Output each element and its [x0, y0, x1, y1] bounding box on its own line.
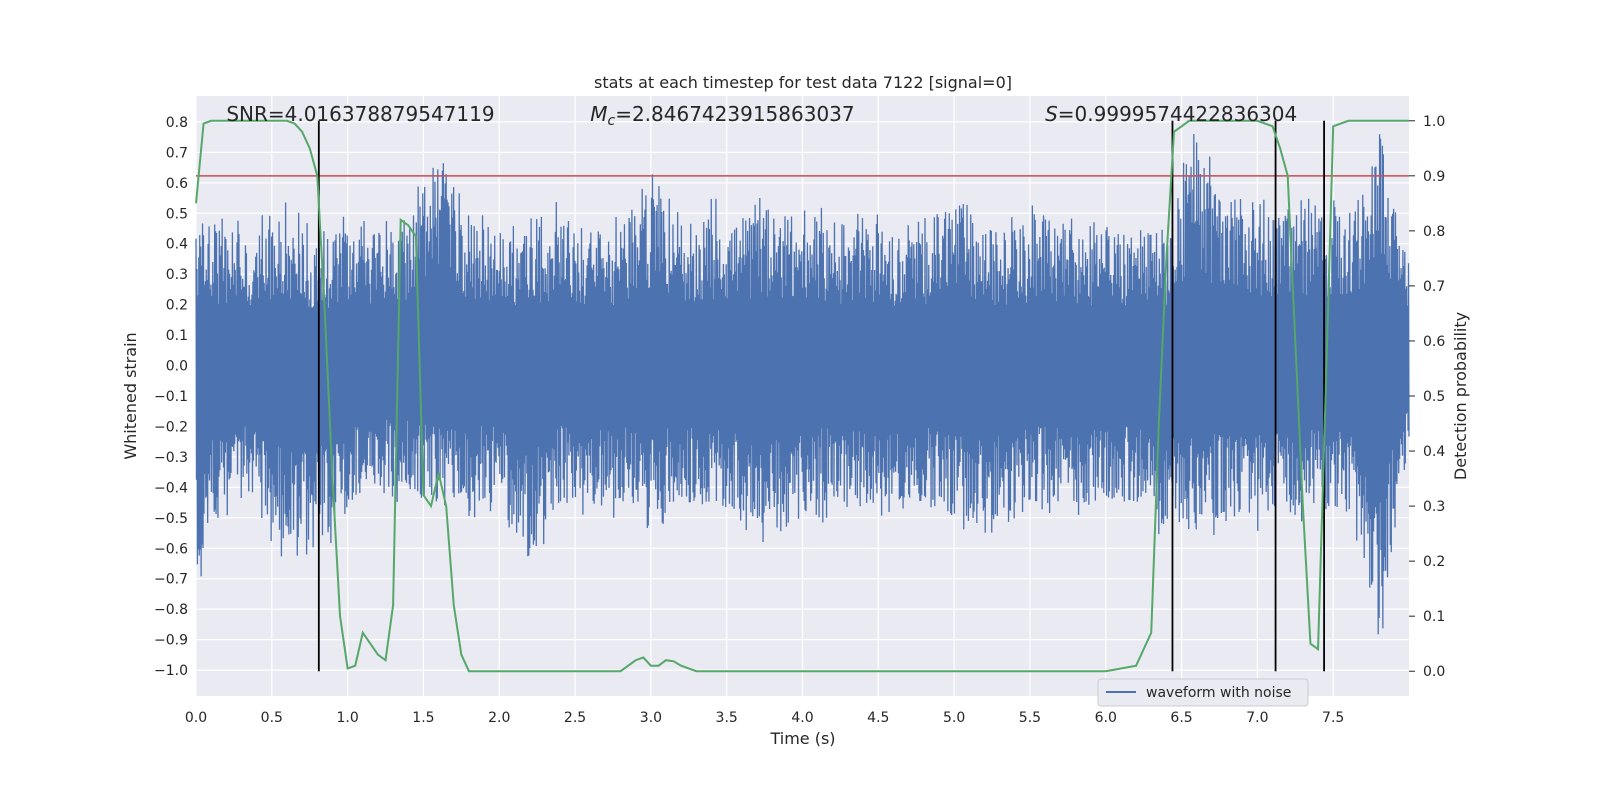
- legend-box: [1097, 678, 1309, 707]
- y-axis-label: Whitened strain: [121, 332, 140, 459]
- x-tick-label: 0.0: [185, 710, 207, 726]
- x-tick-label: 5.5: [1019, 710, 1041, 726]
- x-axis-label: Time (s): [769, 729, 835, 748]
- x-tick-label: 2.5: [564, 710, 586, 726]
- y-tick-label: −1.0: [154, 663, 188, 679]
- x-tick-label: 3.0: [640, 710, 662, 726]
- y-right-tick-label: 0.6: [1423, 334, 1445, 350]
- x-tick-label: 3.5: [716, 710, 738, 726]
- y-right-tick-label: 0.0: [1423, 664, 1445, 680]
- x-tick-label: 6.0: [1095, 710, 1117, 726]
- y-tick-label: −0.4: [154, 480, 188, 496]
- x-tick-label: 2.0: [488, 710, 510, 726]
- chart-title: stats at each timestep for test data 712…: [594, 73, 1012, 92]
- y-tick-label: 0.2: [166, 298, 188, 314]
- y-tick-label: 0.1: [166, 328, 188, 344]
- y-tick-label: −0.8: [154, 602, 188, 618]
- x-tick-label: 1.5: [412, 710, 434, 726]
- y-tick-label: −0.5: [154, 511, 188, 527]
- legend-label: waveform with noise: [1146, 685, 1291, 701]
- y-tick-label: 0.5: [166, 206, 188, 222]
- probability-series: [195, 119, 1409, 673]
- annotation-label: SNR=4.016378879547119: [226, 102, 494, 126]
- y-tick-label: −0.7: [154, 572, 188, 588]
- y-tick-label: 0.3: [166, 267, 188, 283]
- y-axis-ticks: 0.8 0.7 0.6 0.5 0.4 0.3 0.2 0.1 0.0 −0.1 −0.2 −0.3 −…: [154, 115, 188, 679]
- x-tick-label: 4.5: [867, 710, 889, 726]
- waveform-series: [195, 134, 1410, 635]
- y-right-tick-label: 0.3: [1423, 499, 1445, 515]
- x-tick-label: 5.0: [943, 710, 965, 726]
- y-right-axis-ticks: 1.0 0.9 0.8 0.7 0.6 0.5 0.4 0.3 0.2 0.1 0.0: [1409, 114, 1445, 680]
- legend: waveform with noise: [1097, 678, 1309, 707]
- y-tick-label: −0.1: [154, 389, 188, 405]
- y-tick-label: 0.6: [166, 176, 188, 192]
- y-tick-label: 0.7: [166, 145, 188, 161]
- waveform-line: [195, 134, 1410, 635]
- y-right-tick-label: 0.1: [1423, 609, 1445, 625]
- x-tick-label: 7.0: [1246, 710, 1268, 726]
- y-right-tick-label: 0.7: [1423, 279, 1445, 295]
- y-right-tick-label: 1.0: [1423, 114, 1445, 130]
- annotation-label: Mc=2.8467423915863037: [590, 102, 854, 129]
- y-tick-label: −0.3: [154, 450, 188, 466]
- probability-line: [195, 119, 1409, 673]
- y-tick-label: −0.2: [154, 419, 188, 435]
- y-tick-label: −0.9: [154, 633, 188, 649]
- x-tick-label: 1.0: [336, 710, 358, 726]
- x-tick-label: 6.5: [1170, 710, 1192, 726]
- y-right-tick-label: 0.9: [1423, 169, 1445, 185]
- x-tick-label: 4.0: [791, 710, 813, 726]
- x-tick-label: 7.5: [1322, 710, 1344, 726]
- y-tick-label: 0.0: [166, 359, 188, 375]
- annotation-label: S=0.9999574422836304: [1045, 102, 1297, 126]
- y-right-axis-label: Detection probability: [1451, 312, 1470, 480]
- y-right-tick-label: 0.5: [1423, 389, 1445, 405]
- y-right-tick-label: 0.2: [1423, 554, 1445, 570]
- x-tick-label: 0.5: [261, 710, 283, 726]
- annotations: SNR=4.016378879547119 Mc=2.84674239158630…: [226, 102, 1297, 129]
- x-axis-ticks: 0.0 0.5 1.0 1.5 2.0 2.5 3.0 3.5 4.0 4.5 5.0 5.5 6.0 6…: [185, 710, 1344, 726]
- y-right-tick-label: 0.4: [1423, 444, 1445, 460]
- y-tick-label: 0.8: [166, 115, 188, 131]
- y-right-tick-label: 0.8: [1423, 224, 1445, 240]
- y-tick-label: 0.4: [166, 237, 188, 253]
- y-tick-label: −0.6: [154, 541, 188, 557]
